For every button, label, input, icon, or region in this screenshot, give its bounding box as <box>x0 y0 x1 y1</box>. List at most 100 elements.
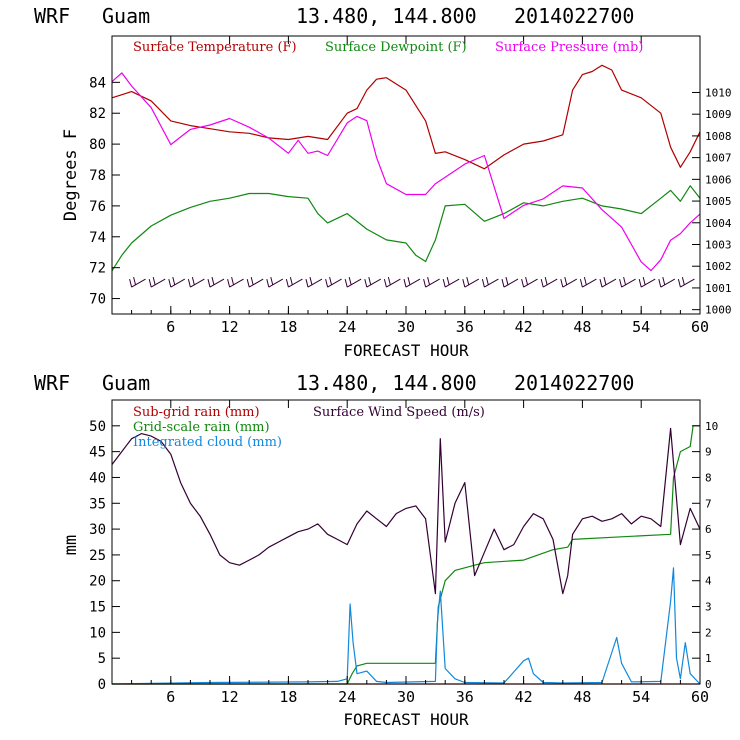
x-tick-label: 12 <box>221 318 239 336</box>
y2-tick-label: 8 <box>705 471 712 484</box>
y2-tick-label: 1000 <box>705 304 732 317</box>
y2-tick-label: 1010 <box>705 86 732 99</box>
wind-barb <box>658 276 676 288</box>
series-line-integrated-cloud-mm <box>111 567 701 685</box>
top-x-axis-label: FORECAST HOUR <box>343 341 469 360</box>
wind-barb <box>246 276 264 288</box>
wind-barb <box>540 276 558 288</box>
wind-barb <box>423 276 440 288</box>
y2-tick-label: 1008 <box>705 130 732 143</box>
y2-tick-label: 6 <box>705 523 712 536</box>
y2-tick-label: 4 <box>705 575 712 588</box>
wind-barb <box>638 276 656 288</box>
x-tick-label: 60 <box>691 688 709 706</box>
y2-tick-label: 9 <box>705 446 712 459</box>
wind-barb <box>129 276 146 288</box>
top-y-axis-label: Degrees F <box>61 129 81 221</box>
y-tick-label: 15 <box>89 600 106 616</box>
y-tick-label: 82 <box>89 106 106 122</box>
x-tick-label: 6 <box>166 688 175 706</box>
y-tick-label: 0 <box>98 677 106 693</box>
y2-tick-label: 1009 <box>705 108 732 121</box>
top-plot-frame <box>111 35 701 315</box>
x-tick-label: 48 <box>573 318 591 336</box>
x-tick-label: 36 <box>456 318 474 336</box>
y-tick-label: 70 <box>89 292 106 308</box>
x-tick-label: 30 <box>397 688 415 706</box>
series-line-surface-pressure-mb <box>111 72 701 272</box>
x-tick-label: 24 <box>338 688 356 706</box>
wind-barb <box>207 276 225 288</box>
wind-barb <box>168 276 186 288</box>
y-tick-label: 20 <box>89 574 106 590</box>
y2-tick-label: 1002 <box>705 260 732 273</box>
wind-barb <box>344 276 362 288</box>
bottom-y-axis-label: mm <box>61 535 81 555</box>
y2-tick-label: 10 <box>705 420 718 433</box>
top-header-coords: 13.480, 144.800 <box>296 4 477 28</box>
y2-tick-label: 1006 <box>705 173 732 186</box>
y2-tick-label: 1001 <box>705 282 732 295</box>
wind-barb <box>383 276 401 288</box>
legend-temperature: Surface Temperature (F) <box>133 40 297 55</box>
bottom-header-location: Guam <box>102 371 150 395</box>
y-tick-label: 25 <box>89 548 106 564</box>
legend-integrated-cloud: Integrated cloud (mm) <box>133 435 282 450</box>
legend-dewpoint: Surface Dewpoint (F) <box>325 40 467 55</box>
y2-tick-label: 1005 <box>705 195 732 208</box>
wind-barb <box>266 276 284 288</box>
legend-gridscale-rain: Grid-scale rain (mm) <box>133 420 270 435</box>
wind-barb <box>481 276 499 288</box>
y-tick-label: 10 <box>89 625 106 641</box>
y2-tick-label: 2 <box>705 626 712 639</box>
y2-tick-label: 1003 <box>705 239 732 252</box>
series-line-surface-temperature-f <box>111 64 701 170</box>
wind-barb <box>364 276 382 288</box>
y-tick-label: 35 <box>89 496 106 512</box>
wind-barb <box>521 276 538 288</box>
y-tick-label: 76 <box>89 199 106 215</box>
bottom-x-axis-label: FORECAST HOUR <box>343 710 469 729</box>
x-tick-label: 42 <box>515 318 533 336</box>
temperature-pressure-chart: 6 12 18 24 30 36 42 48 54 60 70 72 74 76 78 80 82 84 1000 1… <box>61 35 732 360</box>
y-tick-label: 84 <box>89 75 106 91</box>
legend-pressure: Surface Pressure (mb) <box>495 40 643 55</box>
x-tick-label: 30 <box>397 318 415 336</box>
x-tick-label: 18 <box>279 688 297 706</box>
wind-barb <box>285 276 303 288</box>
y2-tick-label: 5 <box>705 549 712 562</box>
y2-tick-label: 1 <box>705 652 712 665</box>
y2-tick-label: 7 <box>705 497 712 510</box>
y-tick-label: 78 <box>89 168 106 184</box>
wind-barb <box>148 276 166 288</box>
wind-barb <box>227 276 244 288</box>
bottom-header-run: 2014022700 <box>514 371 634 395</box>
x-tick-label: 6 <box>166 318 175 336</box>
y2-tick-label: 1004 <box>705 217 732 230</box>
y-tick-label: 72 <box>89 261 106 277</box>
x-tick-label: 12 <box>221 688 239 706</box>
x-tick-label: 48 <box>573 688 591 706</box>
top-header-model: WRF <box>34 4 70 28</box>
y-tick-label: 45 <box>89 445 106 461</box>
y2-tick-label: 3 <box>705 601 712 614</box>
bottom-header-coords: 13.480, 144.800 <box>296 371 477 395</box>
top-header-location: Guam <box>102 4 150 28</box>
x-tick-label: 42 <box>515 688 533 706</box>
wind-barb <box>305 276 323 288</box>
y-tick-label: 50 <box>89 419 106 435</box>
wind-barb <box>677 276 695 288</box>
x-tick-label: 60 <box>691 318 709 336</box>
wind-barb <box>501 276 519 288</box>
wind-barb <box>462 276 480 288</box>
series-line-grid-scale-rain-mm <box>112 425 700 685</box>
wind-barb <box>560 276 578 288</box>
y-tick-label: 30 <box>89 522 106 538</box>
y-tick-label: 40 <box>89 470 106 486</box>
series-line-surface-dewpoint-f <box>111 185 701 272</box>
rain-wind-chart: 6 12 18 24 30 36 42 48 54 60051015202530354045500… <box>61 399 718 729</box>
x-tick-label: 54 <box>632 688 650 706</box>
x-tick-label: 54 <box>632 318 650 336</box>
wind-barb <box>325 276 342 288</box>
